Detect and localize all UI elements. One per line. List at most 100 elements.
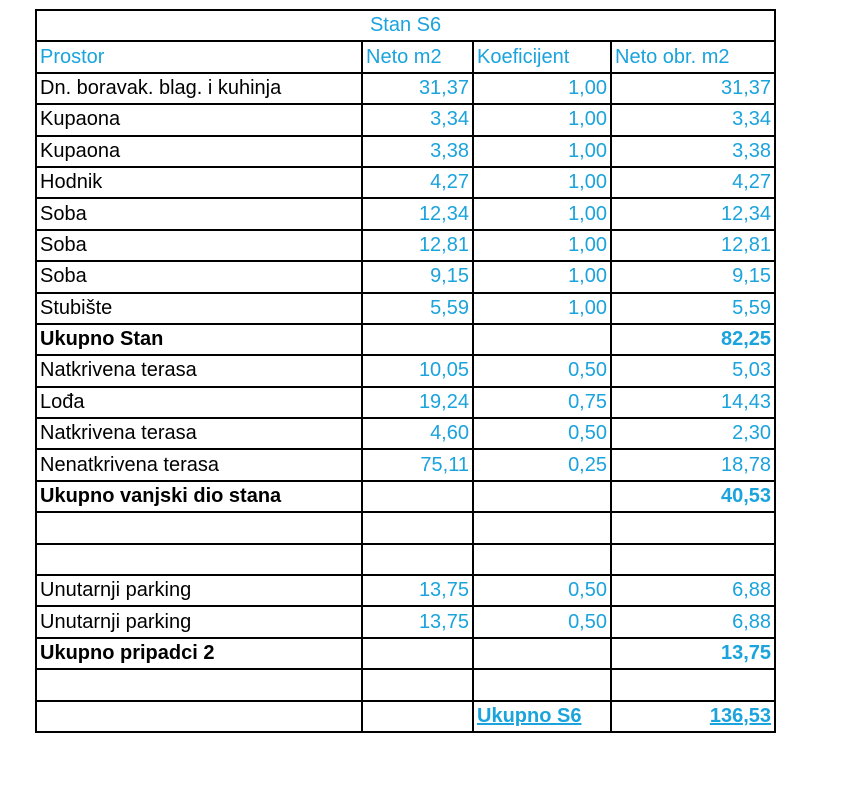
neto-value: 12,34 — [361, 197, 474, 231]
total-label: Ukupno Stan — [35, 322, 363, 357]
total-label: Ukupno vanjski dio stana — [35, 479, 363, 514]
table-row: Lođa 19,24 0,75 14,43 — [35, 385, 777, 420]
koef-value: 1,00 — [472, 260, 612, 294]
empty-cell — [472, 511, 612, 545]
grand-total-row: Ukupno S6 136,53 — [35, 699, 777, 733]
empty-cell — [35, 668, 363, 702]
empty-cell — [609, 542, 777, 577]
empty-cell — [361, 542, 474, 577]
empty-row — [35, 511, 777, 545]
table-row: Kupaona 3,34 1,00 3,34 — [35, 103, 777, 137]
koef-value: 0,50 — [472, 574, 612, 608]
koef-value: 1,00 — [472, 228, 612, 263]
room-name: Unutarnji parking — [35, 605, 363, 639]
obr-value: 2,30 — [609, 417, 777, 451]
room-name: Kupaona — [35, 134, 363, 168]
neto-value: 12,81 — [361, 228, 474, 263]
neto-value: 4,60 — [361, 417, 474, 451]
obr-value: 6,88 — [609, 605, 777, 639]
empty-cell — [361, 322, 474, 357]
room-name: Natkrivena terasa — [35, 417, 363, 451]
empty-cell — [35, 511, 363, 545]
room-name: Hodnik — [35, 165, 363, 200]
obr-value: 31,37 — [609, 71, 777, 106]
empty-cell — [472, 479, 612, 514]
table-row: Stubište 5,59 1,00 5,59 — [35, 291, 777, 325]
empty-cell — [361, 511, 474, 545]
empty-row — [35, 668, 777, 702]
neto-value: 31,37 — [361, 71, 474, 106]
obr-value: 18,78 — [609, 448, 777, 482]
table-row: Natkrivena terasa 4,60 0,50 2,30 — [35, 417, 777, 451]
grand-total-value: 136,53 — [609, 699, 777, 733]
obr-value: 14,43 — [609, 385, 777, 420]
koef-value: 0,25 — [472, 448, 612, 482]
obr-value: 6,88 — [609, 574, 777, 608]
room-name: Unutarnji parking — [35, 574, 363, 608]
obr-value: 9,15 — [609, 260, 777, 294]
neto-value: 3,34 — [361, 103, 474, 137]
empty-cell — [609, 668, 777, 702]
header-koeficijent: Koeficijent — [472, 40, 612, 74]
table-row: Kupaona 3,38 1,00 3,38 — [35, 134, 777, 168]
koef-value: 1,00 — [472, 103, 612, 137]
koef-value: 1,00 — [472, 197, 612, 231]
total-value: 13,75 — [609, 636, 777, 671]
koef-value: 1,00 — [472, 291, 612, 325]
empty-cell — [472, 668, 612, 702]
table-row: Hodnik 4,27 1,00 4,27 — [35, 165, 777, 200]
table-row: Unutarnji parking 13,75 0,50 6,88 — [35, 574, 777, 608]
obr-value: 3,38 — [609, 134, 777, 168]
empty-cell — [35, 542, 363, 577]
neto-value: 13,75 — [361, 605, 474, 639]
koef-value: 0,50 — [472, 605, 612, 639]
table-row: Soba 12,34 1,00 12,34 — [35, 197, 777, 231]
grand-total-label: Ukupno S6 — [472, 699, 612, 733]
total-row-vanjski: Ukupno vanjski dio stana 40,53 — [35, 479, 777, 514]
obr-value: 3,34 — [609, 103, 777, 137]
empty-row — [35, 542, 777, 577]
koef-value: 0,50 — [472, 417, 612, 451]
obr-value: 5,59 — [609, 291, 777, 325]
table-row: Nenatkrivena terasa 75,11 0,25 18,78 — [35, 448, 777, 482]
neto-value: 19,24 — [361, 385, 474, 420]
empty-cell — [361, 699, 474, 733]
neto-value: 3,38 — [361, 134, 474, 168]
table-row: Dn. boravak. blag. i kuhinja 31,37 1,00 31,… — [35, 71, 777, 106]
table-row: Natkrivena terasa 10,05 0,50 5,03 — [35, 354, 777, 388]
neto-value: 5,59 — [361, 291, 474, 325]
room-name: Stubište — [35, 291, 363, 325]
empty-cell — [472, 542, 612, 577]
obr-value: 12,34 — [609, 197, 777, 231]
empty-cell — [361, 636, 474, 671]
area-table: Stan S6 Prostor Neto m2 Koeficijent Neto… — [34, 8, 777, 733]
table-row: Unutarnji parking 13,75 0,50 6,88 — [35, 605, 777, 639]
koef-value: 0,50 — [472, 354, 612, 388]
neto-value: 10,05 — [361, 354, 474, 388]
room-name: Lođa — [35, 385, 363, 420]
total-value: 40,53 — [609, 479, 777, 514]
total-row-stan: Ukupno Stan 82,25 — [35, 322, 777, 357]
room-name: Soba — [35, 197, 363, 231]
koef-value: 1,00 — [472, 165, 612, 200]
table-row: Soba 12,81 1,00 12,81 — [35, 228, 777, 263]
neto-value: 13,75 — [361, 574, 474, 608]
total-label: Ukupno pripadci 2 — [35, 636, 363, 671]
empty-cell — [609, 511, 777, 545]
table-row: Soba 9,15 1,00 9,15 — [35, 260, 777, 294]
empty-cell — [35, 699, 363, 733]
neto-value: 9,15 — [361, 260, 474, 294]
obr-value: 4,27 — [609, 165, 777, 200]
header-row: Prostor Neto m2 Koeficijent Neto obr. m2 — [35, 40, 777, 74]
koef-value: 0,75 — [472, 385, 612, 420]
empty-cell — [361, 479, 474, 514]
room-name: Soba — [35, 260, 363, 294]
obr-value: 12,81 — [609, 228, 777, 263]
total-row-pripadci: Ukupno pripadci 2 13,75 — [35, 636, 777, 671]
koef-value: 1,00 — [472, 71, 612, 106]
room-name: Soba — [35, 228, 363, 263]
koef-value: 1,00 — [472, 134, 612, 168]
table-title: Stan S6 — [34, 8, 777, 43]
header-prostor: Prostor — [35, 40, 363, 74]
neto-value: 4,27 — [361, 165, 474, 200]
